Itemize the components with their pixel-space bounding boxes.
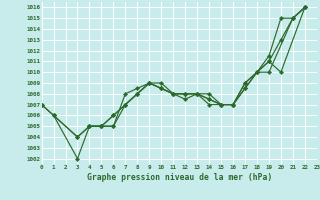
X-axis label: Graphe pression niveau de la mer (hPa): Graphe pression niveau de la mer (hPa)	[87, 173, 272, 182]
